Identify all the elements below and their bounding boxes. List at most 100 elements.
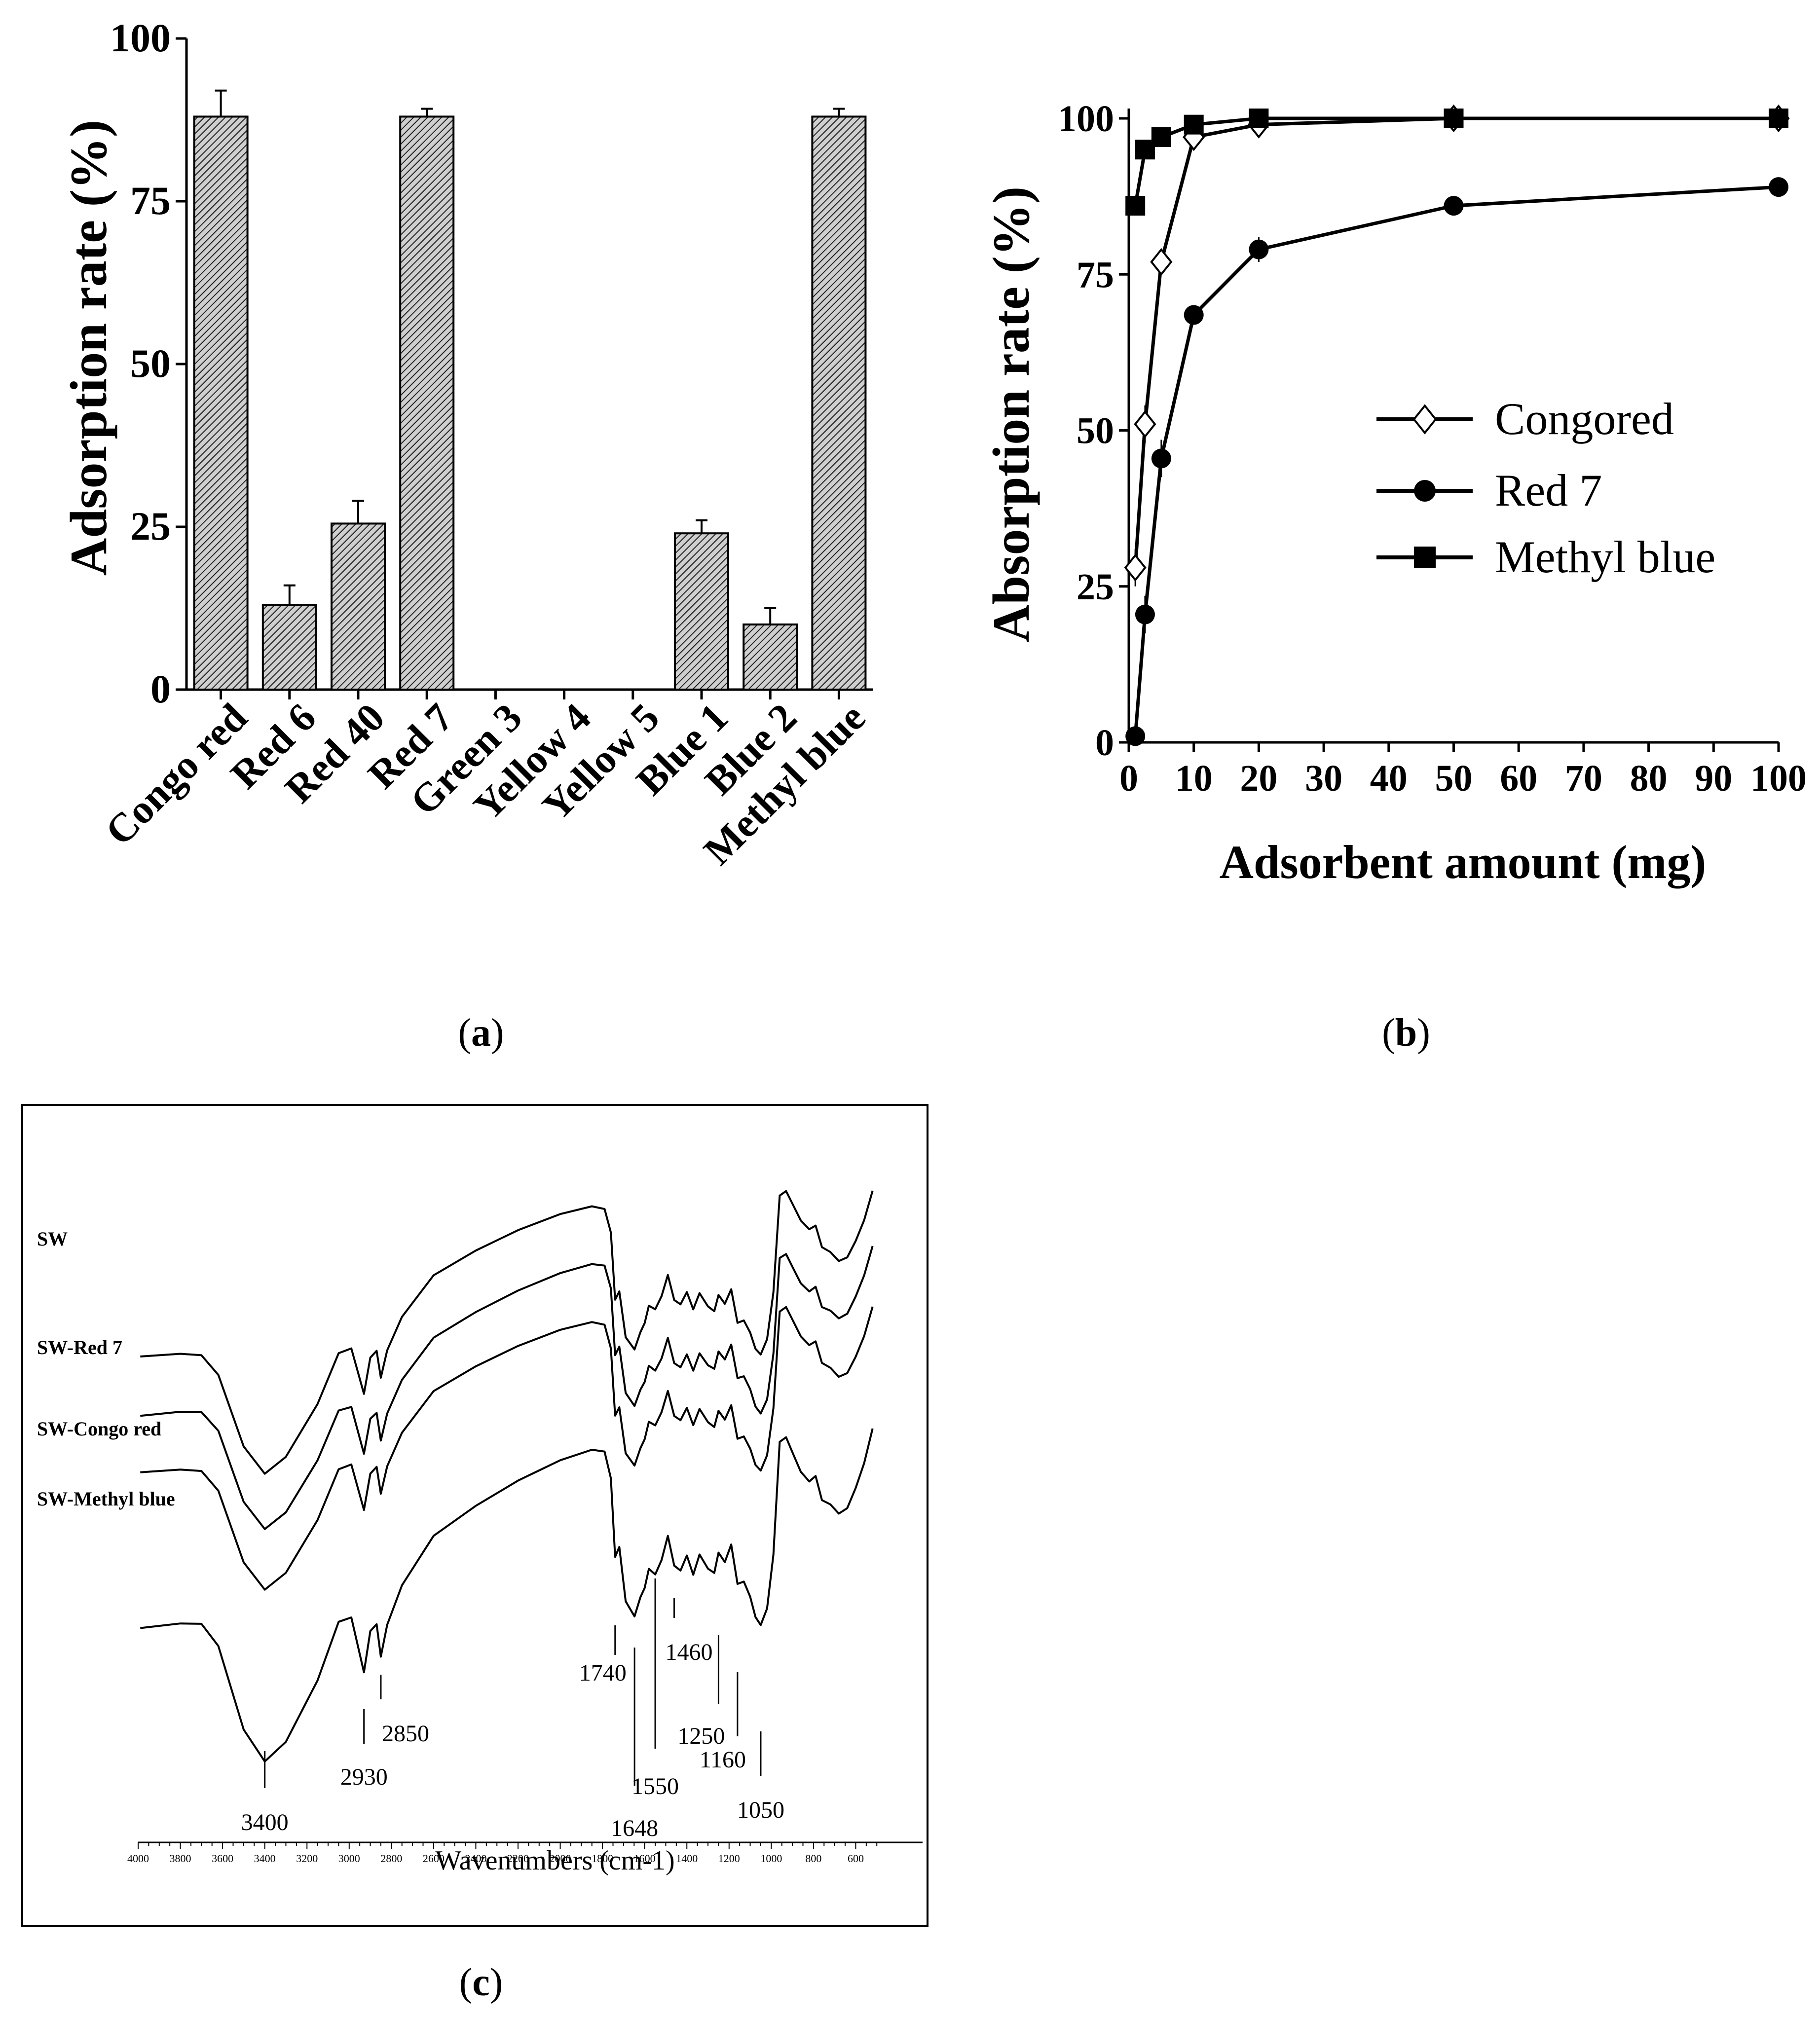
panel-c-series-label: SW-Methyl blue [37, 1488, 175, 1510]
panel-a-bars [193, 89, 867, 699]
panel-a-caption: (a) [458, 1011, 504, 1055]
panel-b-x-tick-label: 10 [1175, 758, 1213, 799]
panel-b-point [1151, 448, 1171, 469]
panel-b-point [1249, 239, 1269, 259]
panel-b-legend-label: Red 7 [1495, 465, 1602, 515]
panel-b-point [1769, 177, 1788, 197]
panel-b-x-tick-label: 80 [1630, 758, 1668, 799]
panel-c-x-tick-label: 3600 [212, 1852, 233, 1865]
panel-c-x-tick-label: 1200 [718, 1852, 740, 1865]
panel-b-y-tick-label: 75 [1077, 254, 1114, 295]
panel-b-x-tick-label: 100 [1750, 758, 1807, 799]
panel-b-point [1249, 109, 1269, 128]
panel-b-x-tick-label: 20 [1240, 758, 1277, 799]
panel-b-x-tick-label: 70 [1565, 758, 1602, 799]
panel-b-x-tick-label: 30 [1305, 758, 1342, 799]
panel-b-point [1151, 127, 1171, 147]
panel-c-x-tick-label: 3000 [338, 1852, 360, 1865]
panel-a-y-tick-label: 0 [150, 666, 171, 711]
panel-c-peak-label: 1050 [737, 1797, 784, 1823]
panel-c-x-tick-label: 1400 [676, 1852, 698, 1865]
panel-b-x-tick-label: 40 [1370, 758, 1408, 799]
panel-b-y-axis-title: Absorption rate (%) [982, 186, 1040, 642]
panel-c-caption: (c) [459, 1961, 503, 2004]
panel-c-x-tick-label: 3200 [296, 1852, 318, 1865]
panel-b-series-congored [1124, 104, 1790, 587]
panel-b-axes: 0 25 50 75 100 0 10 20 30 40 50 60 70 80 90 100 [1058, 98, 1807, 799]
panel-c-peak-label: 3400 [241, 1809, 289, 1835]
panel-b-y-tick-label: 25 [1077, 566, 1114, 608]
panel-c-spectrum-line [140, 1190, 874, 1475]
panel-b-legend-label: Methyl blue [1495, 532, 1715, 582]
panel-c-x-axis-title: Wavenumbers (cm-1) [435, 1845, 674, 1876]
panel-c-peak-label: 1740 [579, 1660, 627, 1686]
panel-c-x-tick-label: 4000 [127, 1852, 149, 1865]
panel-c-series-label: SW-Congo red [37, 1418, 161, 1440]
panel-a-bar [674, 532, 729, 691]
panel-a-y-tick-label: 100 [110, 15, 171, 60]
panel-a-bar [743, 623, 798, 691]
panel-b-point [1125, 726, 1146, 746]
panel-b-caption: (b) [1382, 1011, 1430, 1055]
panel-b-point [1124, 553, 1147, 582]
panel-a-bar-chart: Adsorption rate (%) 0 25 50 75 100 Congo red… [60, 15, 874, 874]
panel-c-peak-label: 1250 [677, 1723, 725, 1749]
panel-c-peak-label: 1550 [631, 1773, 679, 1799]
panel-c-x-tick-label: 2600 [423, 1852, 445, 1865]
panel-b-point [1135, 604, 1155, 624]
panel-b-x-axis-title: Adsorbent amount (mg) [1220, 836, 1707, 888]
panel-c-spectrum-line [140, 1246, 874, 1530]
panel-b-y-tick-label: 100 [1058, 98, 1114, 140]
panel-c-x-axis: 4000 3800 3600 3400 3200 3000 2800 2600 2400 2200… [127, 1841, 923, 1865]
panel-b-series [1124, 104, 1790, 746]
panel-c-ir-spectrum: SW SW-Red 7 SW-Congo red SW-Methyl blue 340… [21, 1104, 929, 1927]
panel-a-bar [399, 115, 455, 691]
panel-b-legend-marker [1414, 547, 1436, 568]
panel-c-x-tick-label: 800 [805, 1852, 821, 1865]
panel-b-point [1184, 114, 1204, 135]
panel-a-y-tick-label: 25 [130, 504, 171, 549]
panel-c-series-label: SW-Red 7 [37, 1336, 122, 1358]
panel-c-peak-label: 1648 [611, 1815, 658, 1841]
panel-b-point [1184, 305, 1204, 325]
panel-a-bar [193, 115, 249, 691]
panel-b-legend-label: Congored [1495, 394, 1674, 444]
panel-b-x-tick-label: 60 [1500, 758, 1537, 799]
panel-c-spectrum-line [140, 1306, 874, 1591]
panel-c-peak-label: 1160 [700, 1747, 746, 1773]
panel-c-spectrum-line [140, 1428, 874, 1762]
panel-b-point [1444, 109, 1464, 128]
panel-b-series-line [1133, 116, 1779, 568]
panel-c-x-tick-label: 1600 [634, 1852, 656, 1865]
panel-c-x-tick-label: 1000 [760, 1852, 782, 1865]
panel-c-series: SW SW-Red 7 SW-Congo red SW-Methyl blue [37, 1190, 874, 1762]
panel-b-point [1125, 196, 1146, 216]
panel-b-x-tick-label: 0 [1119, 758, 1138, 799]
panel-c-frame [21, 1104, 929, 1927]
panel-a-y-axis-title: Adsorption rate (%) [60, 120, 117, 576]
panel-b-series-methyl-blue [1125, 109, 1788, 216]
panel-a-y-tick-label: 75 [130, 178, 171, 223]
panel-a-y-tick-label: 50 [130, 341, 171, 386]
panel-b-legend-marker [1414, 480, 1436, 502]
panel-b-point [1150, 248, 1173, 276]
panel-c-x-tick-label: 2400 [465, 1852, 486, 1865]
panel-c-x-tick-label: 600 [848, 1852, 864, 1865]
panel-b-legend: Congored Red 7 Methyl blue [1376, 394, 1715, 582]
panel-b-x-tick-label: 90 [1695, 758, 1732, 799]
panel-c-peak-label: 2930 [340, 1764, 388, 1790]
panel-c-peak-label: 2850 [382, 1721, 429, 1747]
panel-c-x-tick-label: 1800 [592, 1852, 613, 1865]
panel-b-series-line [1133, 185, 1779, 736]
panel-a-bar [331, 522, 386, 691]
panel-c-x-tick-label: 3400 [254, 1852, 276, 1865]
panel-b-y-tick-label: 0 [1095, 722, 1114, 764]
panel-c-series-label: SW [37, 1228, 68, 1250]
panel-b-point [1134, 410, 1156, 439]
panel-c-peak-label: 1460 [666, 1639, 713, 1665]
panel-b-point [1444, 196, 1464, 216]
panel-b-series-red-7 [1125, 177, 1788, 746]
panel-b-x-tick-label: 50 [1435, 758, 1473, 799]
